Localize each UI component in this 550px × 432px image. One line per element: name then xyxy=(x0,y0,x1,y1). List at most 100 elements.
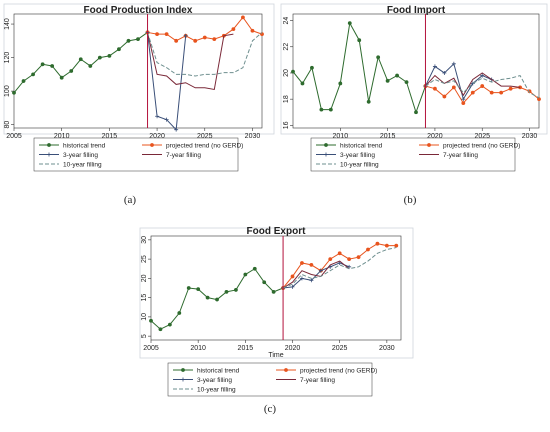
legend-entry: projected trend (no GERD) xyxy=(419,142,520,149)
data-point xyxy=(252,266,257,271)
legend-entry: 3-year filling xyxy=(39,152,98,159)
y-tick-label: 140 xyxy=(4,18,11,30)
data-point xyxy=(461,97,466,102)
series-0 xyxy=(149,266,285,332)
data-point xyxy=(404,80,409,85)
y-tick-label: 20 xyxy=(283,69,290,77)
data-point xyxy=(262,280,267,285)
chart-panel-0: Food Production Index 2005 2010 2015 2020 202… xyxy=(3,3,275,206)
series-line xyxy=(282,247,397,289)
series-line xyxy=(282,260,350,289)
y-tick-label: 10 xyxy=(141,313,148,321)
data-point xyxy=(395,73,399,78)
legend-label: 7-year filling xyxy=(166,152,201,159)
data-point xyxy=(442,94,447,99)
x-tick-label: 2030 xyxy=(522,133,538,140)
x-tick-label: 2020 xyxy=(427,133,443,140)
legend-marker xyxy=(284,368,288,372)
x-axis-label: Time xyxy=(268,352,283,359)
legend-label: historical trend xyxy=(340,142,383,149)
legend-entry: 7-year filling xyxy=(142,152,201,159)
data-point xyxy=(69,69,74,73)
data-point xyxy=(12,90,16,95)
series-1 xyxy=(423,84,541,106)
legend-label: 10-year filling xyxy=(63,161,102,168)
legend-label: 3-year filling xyxy=(197,377,232,384)
data-point xyxy=(155,114,160,119)
data-point xyxy=(117,47,121,52)
data-point xyxy=(461,101,466,106)
data-point xyxy=(59,75,64,80)
data-point xyxy=(375,241,380,246)
data-point xyxy=(224,289,229,294)
y-tick-label: 16 xyxy=(283,121,290,129)
legend-label: historical trend xyxy=(63,142,106,149)
data-point xyxy=(309,278,314,283)
data-point xyxy=(234,288,238,292)
x-tick-label: 2015 xyxy=(102,133,118,140)
x-tick-label: 2020 xyxy=(285,345,301,352)
legend-label: projected trend (no GERD) xyxy=(300,367,377,374)
chart-title: Food Import xyxy=(387,5,446,16)
data-point xyxy=(88,64,93,68)
x-tick-label: 2020 xyxy=(149,133,165,140)
data-point xyxy=(126,38,131,43)
series-line xyxy=(425,62,492,101)
legend-label: 7-year filling xyxy=(300,377,335,384)
data-point xyxy=(451,85,456,90)
legend-entry: 10-year filling xyxy=(316,161,379,168)
legend-entry: historical trend xyxy=(316,142,383,149)
legend-label: 10-year filling xyxy=(197,386,236,393)
data-point xyxy=(328,107,333,112)
legend-label: 3-year filling xyxy=(340,152,375,159)
data-point xyxy=(78,57,83,62)
data-point xyxy=(183,33,188,38)
legend-entry: historical trend xyxy=(39,142,106,149)
data-point xyxy=(158,327,163,332)
data-point xyxy=(174,38,179,43)
x-tick-label: 2025 xyxy=(332,345,348,352)
data-point xyxy=(97,55,102,60)
x-tick-label: 2010 xyxy=(190,345,206,352)
series-4 xyxy=(147,32,263,77)
data-point xyxy=(366,99,371,104)
series-2 xyxy=(145,30,188,132)
plot-area xyxy=(292,13,540,129)
series-line xyxy=(425,75,540,99)
series-0 xyxy=(12,30,150,95)
data-point xyxy=(376,55,381,60)
data-point xyxy=(385,78,390,83)
data-point xyxy=(337,251,342,256)
y-tick-label: 25 xyxy=(141,255,148,263)
data-point xyxy=(384,243,389,248)
legend-entry: projected trend (no GERD) xyxy=(276,367,377,374)
series-3 xyxy=(147,32,234,91)
data-point xyxy=(433,86,437,91)
data-point xyxy=(394,243,399,248)
data-point xyxy=(250,28,255,33)
x-tick-label: 2005 xyxy=(143,345,159,352)
data-point xyxy=(480,84,485,88)
legend-label: projected trend (no GERD) xyxy=(443,142,520,149)
x-tick-label: 2010 xyxy=(333,133,349,140)
y-tick-label: 80 xyxy=(4,121,11,129)
data-point xyxy=(290,284,295,289)
y-tick-label: 120 xyxy=(4,52,11,64)
data-point xyxy=(136,37,140,42)
data-point xyxy=(432,64,437,69)
data-point xyxy=(470,81,475,86)
data-point xyxy=(489,90,494,95)
data-point xyxy=(347,21,352,26)
x-tick-label: 2015 xyxy=(380,133,396,140)
y-tick-label: 15 xyxy=(141,294,148,302)
x-tick-label: 2015 xyxy=(238,345,254,352)
series-2 xyxy=(423,61,494,102)
legend-label: 10-year filling xyxy=(340,161,379,168)
data-point xyxy=(537,97,541,102)
legend-marker xyxy=(181,377,185,382)
legend-label: 3-year filling xyxy=(63,152,98,159)
y-tick-label: 22 xyxy=(283,43,290,51)
chart-title: Food Export xyxy=(247,226,307,237)
data-point xyxy=(155,32,159,37)
